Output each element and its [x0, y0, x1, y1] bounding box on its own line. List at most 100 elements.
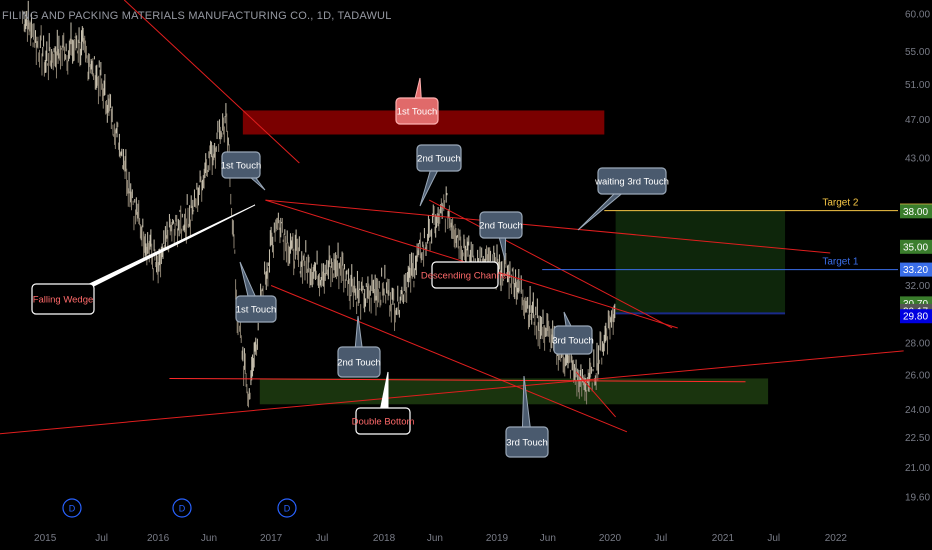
target-zone: [615, 210, 786, 314]
marker-circle: [62, 498, 82, 518]
callout-box: [416, 144, 462, 172]
price-series: [22, 0, 616, 408]
price-tag: 38.00: [900, 204, 932, 219]
marker-circle: [277, 498, 297, 518]
wedge-upper-line: [123, 0, 300, 164]
chart-title: FILING AND PACKING MATERIALS MANUFACTURI…: [2, 10, 392, 22]
x-tick-label: 2021: [712, 533, 735, 544]
double-bottom-line: [169, 377, 746, 383]
y-tick-label: 43.00: [905, 153, 930, 164]
callout-1st-touch: 1st Touch: [221, 151, 266, 191]
x-axis: 2015 Jul 2016 Jun 2017 Jul 2018 Jun 2019 Jun 2020 J…: [34, 533, 847, 544]
trendlines-layer: Target 2 Target 1: [0, 0, 904, 435]
y-tick-label: 47.00: [905, 115, 930, 126]
x-tick-label: 2015: [34, 533, 57, 544]
callout-text: 3rd Touch: [506, 438, 548, 449]
dividend-marker: D: [172, 498, 192, 518]
price-tag-label: 38.00: [903, 207, 928, 218]
callout-text: 1st Touch: [397, 107, 438, 118]
price-tag: 29.80: [900, 309, 932, 324]
wedge-lower-line: [575, 371, 616, 418]
marker-label: D: [284, 504, 291, 514]
x-tick-label: Jul: [95, 533, 108, 544]
callout-text: waiting 3rd Touch: [594, 177, 669, 188]
support-zone: [259, 378, 769, 405]
y-tick-label: 32.00: [905, 281, 930, 292]
callout-2nd-touch: 2nd Touch: [337, 315, 381, 378]
callouts-layer: 1st Touch 1st Touch 2nd Touch waiting 3rd T…: [31, 77, 669, 458]
y-tick-label: 21.00: [905, 463, 930, 474]
callout-1st-touch: 1st Touch: [235, 261, 277, 323]
callout-text: Descending Channel: [421, 271, 509, 282]
callout-double-bottom: Double Bottom: [352, 371, 415, 435]
callout-box: [355, 407, 411, 435]
price-tag-bg: [900, 262, 932, 277]
zones-layer: [242, 110, 786, 405]
price-tag-bg: [900, 204, 932, 219]
callout-text: 3rd Touch: [552, 336, 594, 347]
y-axis: 60.00 55.00 51.00 47.00 43.00 38.00 35.00 32.00…: [905, 10, 930, 504]
marker-label: D: [179, 504, 186, 514]
price-tag-label: 35.00: [903, 242, 928, 253]
callout-box: [221, 151, 261, 179]
price-tag-bg: [900, 309, 932, 324]
x-tick-label: 2017: [260, 533, 283, 544]
x-tick-label: 2022: [825, 533, 848, 544]
callout-waiting-3rd-touch: waiting 3rd Touch: [577, 167, 669, 231]
dividend-marker: D: [62, 498, 82, 518]
callout-box: [337, 346, 381, 378]
callout-box: [31, 283, 95, 315]
price-tag-label: 33.20: [903, 265, 928, 276]
callout-3rd-touch: 3rd Touch: [505, 375, 549, 458]
callout-text: 2nd Touch: [479, 221, 523, 232]
callout-2nd-touch: 2nd Touch: [479, 211, 523, 261]
marker-circle: [172, 498, 192, 518]
y-tick-label: 60.00: [905, 10, 930, 21]
x-tick-label: Jun: [201, 533, 217, 544]
callout-box: [597, 167, 667, 195]
price-tag-label: 29.80: [903, 312, 928, 323]
long-support-line: [0, 350, 904, 435]
y-tick-label: 26.00: [905, 371, 930, 382]
callout-1st-touch: 1st Touch: [395, 77, 439, 125]
callout-descending-channel: Descending Channel: [421, 261, 509, 289]
callout-text: 1st Touch: [221, 161, 262, 172]
callout-text: 2nd Touch: [417, 154, 461, 165]
x-tick-label: Jul: [316, 533, 329, 544]
target1-label: Target 1: [822, 257, 859, 268]
price-tag-bg: [900, 239, 932, 254]
price-tag: 35.00: [900, 239, 932, 254]
callout-box: [505, 426, 549, 458]
y-tick-label: 24.00: [905, 405, 930, 416]
marker-label: D: [69, 504, 76, 514]
callout-box: [431, 261, 499, 289]
x-tick-label: 2016: [147, 533, 170, 544]
y-tick-label: 51.00: [905, 80, 930, 91]
x-tick-label: Jul: [767, 533, 780, 544]
x-tick-label: Jun: [540, 533, 556, 544]
callout-text: 2nd Touch: [337, 358, 381, 369]
y-tick-label: 19.60: [905, 493, 930, 504]
callout-box: [479, 211, 523, 239]
callout-3rd-touch: 3rd Touch: [552, 311, 594, 355]
y-tick-label: 55.00: [905, 47, 930, 58]
callout-falling-wedge: Falling Wedge: [31, 204, 256, 315]
y-tick-label: 28.00: [905, 339, 930, 350]
descending-line: [428, 199, 673, 329]
x-tick-label: Jun: [427, 533, 443, 544]
callout-box: [553, 325, 593, 355]
target2-label: Target 2: [822, 198, 859, 209]
channel-top-line: [265, 199, 831, 254]
y-tick-label: 22.50: [905, 433, 930, 444]
callout-text: 1st Touch: [236, 305, 277, 316]
x-tick-label: 2019: [486, 533, 509, 544]
x-tick-label: Jul: [654, 533, 667, 544]
channel-bottom-line: [270, 285, 628, 433]
callout-2nd-touch: 2nd Touch: [416, 144, 462, 207]
callout-box: [235, 295, 277, 323]
callout-box: [395, 97, 439, 125]
x-tick-label: 2020: [599, 533, 622, 544]
